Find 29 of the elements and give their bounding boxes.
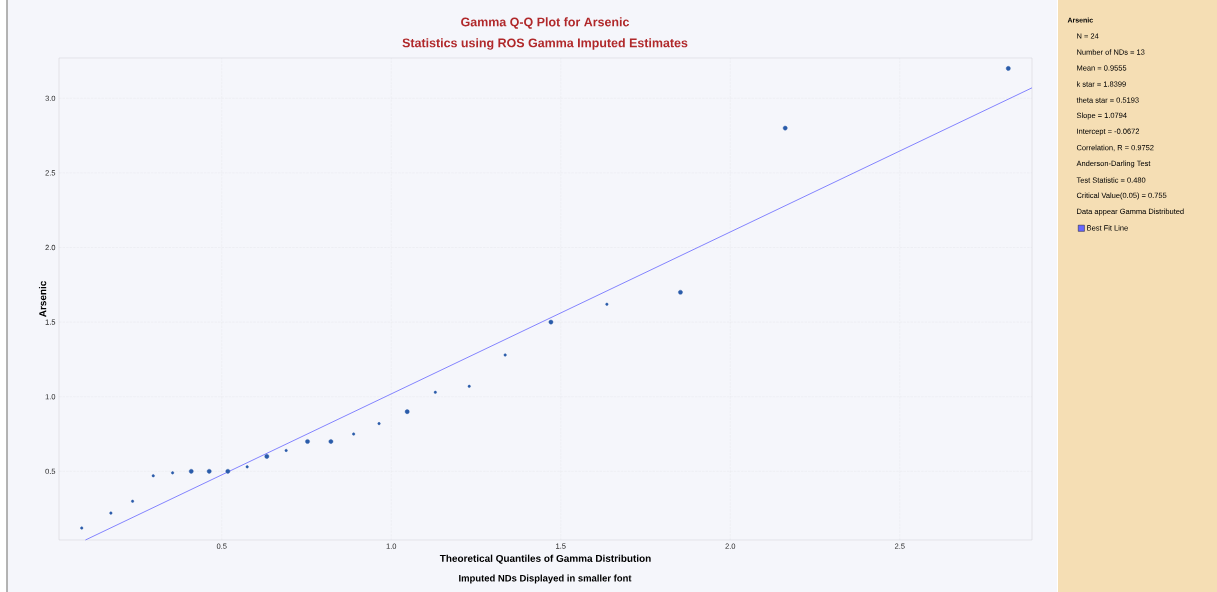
point [605,302,609,306]
point [131,499,135,503]
point [678,289,683,295]
point [109,511,113,515]
point [188,469,194,474]
point [328,439,334,444]
point [171,471,175,475]
point [782,125,788,131]
point [284,448,288,452]
point [503,353,507,357]
point [377,422,381,426]
point [404,409,410,414]
text: Imputed NDs Displayed in smaller font [459,574,632,584]
chart-subtitle: Statistics using ROS Gamma Imputed Estimates [402,38,688,50]
point [1005,66,1011,71]
point [245,465,249,469]
point [548,319,554,325]
chart-title: Gamma Q-Q Plot for Arsenic [461,17,630,29]
y-axis-title: Arsenic [38,281,47,318]
point [467,384,471,388]
point [352,432,356,436]
point [206,469,212,474]
x-axis-title: Theoretical Quantiles of Gamma Distribution [439,554,651,564]
point [225,469,231,474]
point [305,439,310,444]
point [433,390,437,394]
point [151,474,155,478]
point [264,454,270,459]
point [80,526,84,530]
